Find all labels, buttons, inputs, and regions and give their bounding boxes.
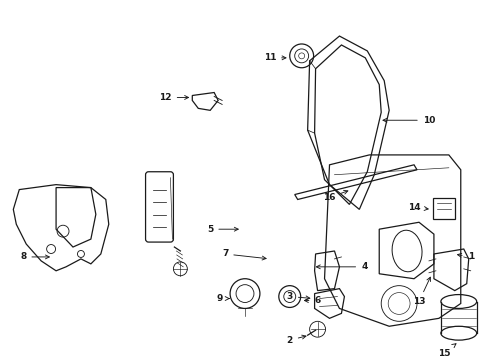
Text: 6: 6 <box>304 296 320 305</box>
Text: 5: 5 <box>206 225 238 234</box>
Text: 11: 11 <box>263 53 285 62</box>
Text: 12: 12 <box>159 93 188 102</box>
Text: 10: 10 <box>382 116 434 125</box>
Text: 9: 9 <box>217 294 229 303</box>
Text: 3: 3 <box>286 292 309 301</box>
Text: 2: 2 <box>286 335 305 345</box>
Text: 16: 16 <box>323 190 347 202</box>
Text: 7: 7 <box>222 249 265 260</box>
Text: 13: 13 <box>412 277 429 306</box>
Text: 14: 14 <box>407 203 427 212</box>
Text: 15: 15 <box>437 344 455 357</box>
Text: 1: 1 <box>457 252 473 261</box>
Text: 4: 4 <box>316 262 367 271</box>
Text: 8: 8 <box>20 252 49 261</box>
